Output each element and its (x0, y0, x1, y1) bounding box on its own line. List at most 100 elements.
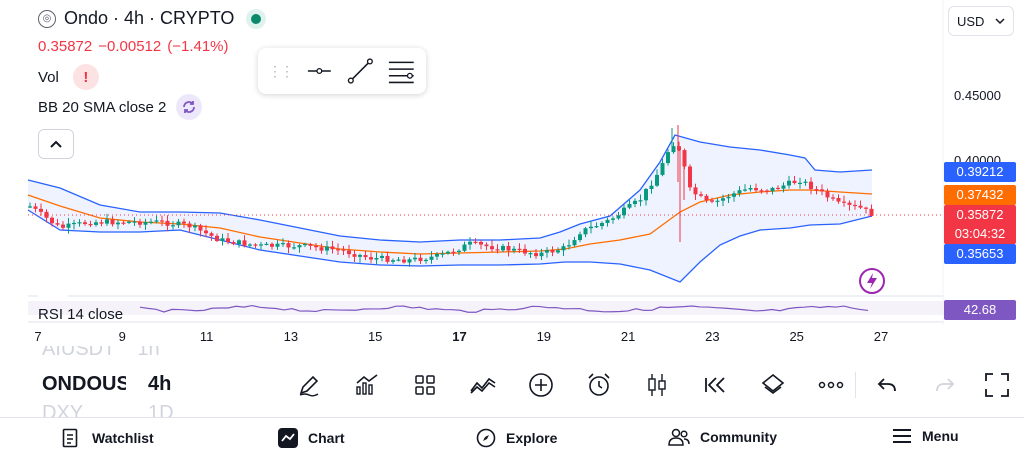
candle-body (594, 226, 599, 228)
chevron-down-icon (995, 18, 1005, 25)
candle-body (869, 208, 874, 216)
candle-type-icon[interactable] (628, 366, 686, 404)
drawing-toolbar[interactable]: ⋮⋮ (258, 48, 426, 94)
bottom-nav: Watchlist Chart Explore Community Menu (0, 418, 1024, 461)
symbol-picker[interactable]: AIUSDT 1h ONDOUSDT 4h DXY 1D (42, 346, 182, 418)
candle-body (231, 242, 236, 245)
price-chart[interactable] (0, 0, 944, 325)
candle-body (677, 146, 681, 151)
nav-community[interactable]: Community (668, 428, 777, 446)
compass-icon (476, 428, 496, 448)
candle-body (567, 245, 571, 247)
candle-body (297, 245, 302, 248)
horizontal-line-icon[interactable] (306, 61, 333, 81)
candle-body (666, 152, 670, 164)
candle-body (369, 257, 373, 260)
more-icon[interactable] (802, 366, 860, 404)
nav-chart[interactable]: Chart (278, 428, 345, 448)
lightning-icon[interactable] (858, 267, 886, 295)
alarm-icon[interactable] (570, 366, 628, 404)
undo-icon[interactable] (858, 366, 916, 404)
candle-body (655, 174, 659, 186)
candle-body (792, 180, 797, 184)
drag-handle-icon[interactable]: ⋮⋮ (268, 62, 294, 79)
candle-body (847, 202, 852, 205)
candle-body (743, 189, 747, 191)
trend-line-icon[interactable] (347, 57, 374, 85)
candle-body (479, 241, 483, 245)
candle-body (248, 244, 252, 246)
candle-body (138, 221, 142, 225)
candle-body (528, 253, 533, 255)
candle-body (83, 222, 87, 225)
prev-symbol-row[interactable]: AIUSDT 1h (42, 346, 160, 361)
current-symbol-row[interactable]: ONDOUSDT 4h (42, 373, 171, 396)
currency-select[interactable]: USD (948, 6, 1014, 36)
fullscreen-icon[interactable] (974, 366, 1020, 404)
next-symbol-row[interactable]: DXY 1D (42, 402, 174, 418)
bollinger-legend[interactable]: BB 20 SMA close 2 (38, 94, 203, 120)
candle-body (539, 252, 544, 257)
candle-body (814, 189, 819, 191)
time-tick-label: 19 (536, 329, 552, 344)
candle-body (561, 246, 566, 251)
time-tick-label: 13 (283, 329, 299, 344)
add-icon[interactable] (512, 366, 570, 404)
prev-symbol: AIUSDT (42, 346, 116, 360)
nav-explore[interactable]: Explore (476, 428, 557, 448)
redo-icon[interactable] (916, 366, 974, 404)
pencil-icon[interactable] (280, 366, 338, 404)
symbol-title[interactable]: Ondo · 4h · CRYPTO (64, 8, 235, 28)
candle-body (253, 244, 258, 246)
rsi-tag: 42.68 (944, 300, 1016, 320)
time-tick-label: 9 (118, 329, 126, 344)
pitchfork-icon[interactable] (387, 57, 416, 85)
candle-body (693, 187, 698, 195)
loading-icon[interactable] (176, 94, 203, 120)
candle-body (754, 188, 758, 191)
symbol-header[interactable]: ◎ Ondo · 4h · CRYPTO (38, 8, 267, 29)
community-icon (668, 428, 690, 446)
candle-body (809, 181, 813, 190)
replay-icon[interactable] (686, 366, 744, 404)
candle-body (33, 206, 38, 209)
toolbar-divider (855, 372, 856, 398)
candle-body (644, 189, 648, 201)
candle-body (671, 146, 676, 153)
candle-body (627, 204, 632, 208)
candle-body (171, 225, 175, 227)
candle-body (638, 200, 643, 202)
candle-body (748, 188, 753, 190)
candle-body (391, 260, 395, 262)
nav-menu[interactable]: Menu (892, 428, 959, 444)
candle-body (50, 217, 54, 224)
candle-body (523, 248, 527, 254)
candle-body (715, 200, 720, 202)
indicators-icon[interactable] (338, 366, 396, 404)
candle-body (798, 182, 802, 184)
layers-icon[interactable] (744, 366, 802, 404)
countdown-tag: 03:04:32 (944, 224, 1016, 244)
layout-grid-icon[interactable] (396, 366, 454, 404)
candle-body (765, 190, 769, 192)
rsi-band (28, 301, 944, 315)
candle-body (699, 194, 703, 196)
bollinger-fill (28, 135, 872, 282)
candle-body (633, 200, 637, 205)
warning-icon[interactable]: ! (72, 64, 99, 90)
compare-icon[interactable] (454, 366, 512, 404)
next-timeframe: 1D (148, 402, 174, 418)
time-tick-label: 21 (620, 329, 636, 344)
nav-watchlist[interactable]: Watchlist (62, 428, 154, 448)
volume-legend[interactable]: Vol ! (38, 64, 99, 90)
candle-body (116, 222, 120, 225)
candle-body (787, 180, 791, 186)
candle-body (407, 259, 412, 263)
collapse-legend-button[interactable] (38, 129, 74, 159)
rsi-legend[interactable]: RSI 14 close (38, 304, 123, 320)
bb-lower-tag: 0.35653 (944, 244, 1016, 264)
candle-body (704, 195, 709, 201)
candle-body (77, 222, 82, 224)
candle-body (275, 243, 280, 247)
candle-body (781, 185, 786, 189)
